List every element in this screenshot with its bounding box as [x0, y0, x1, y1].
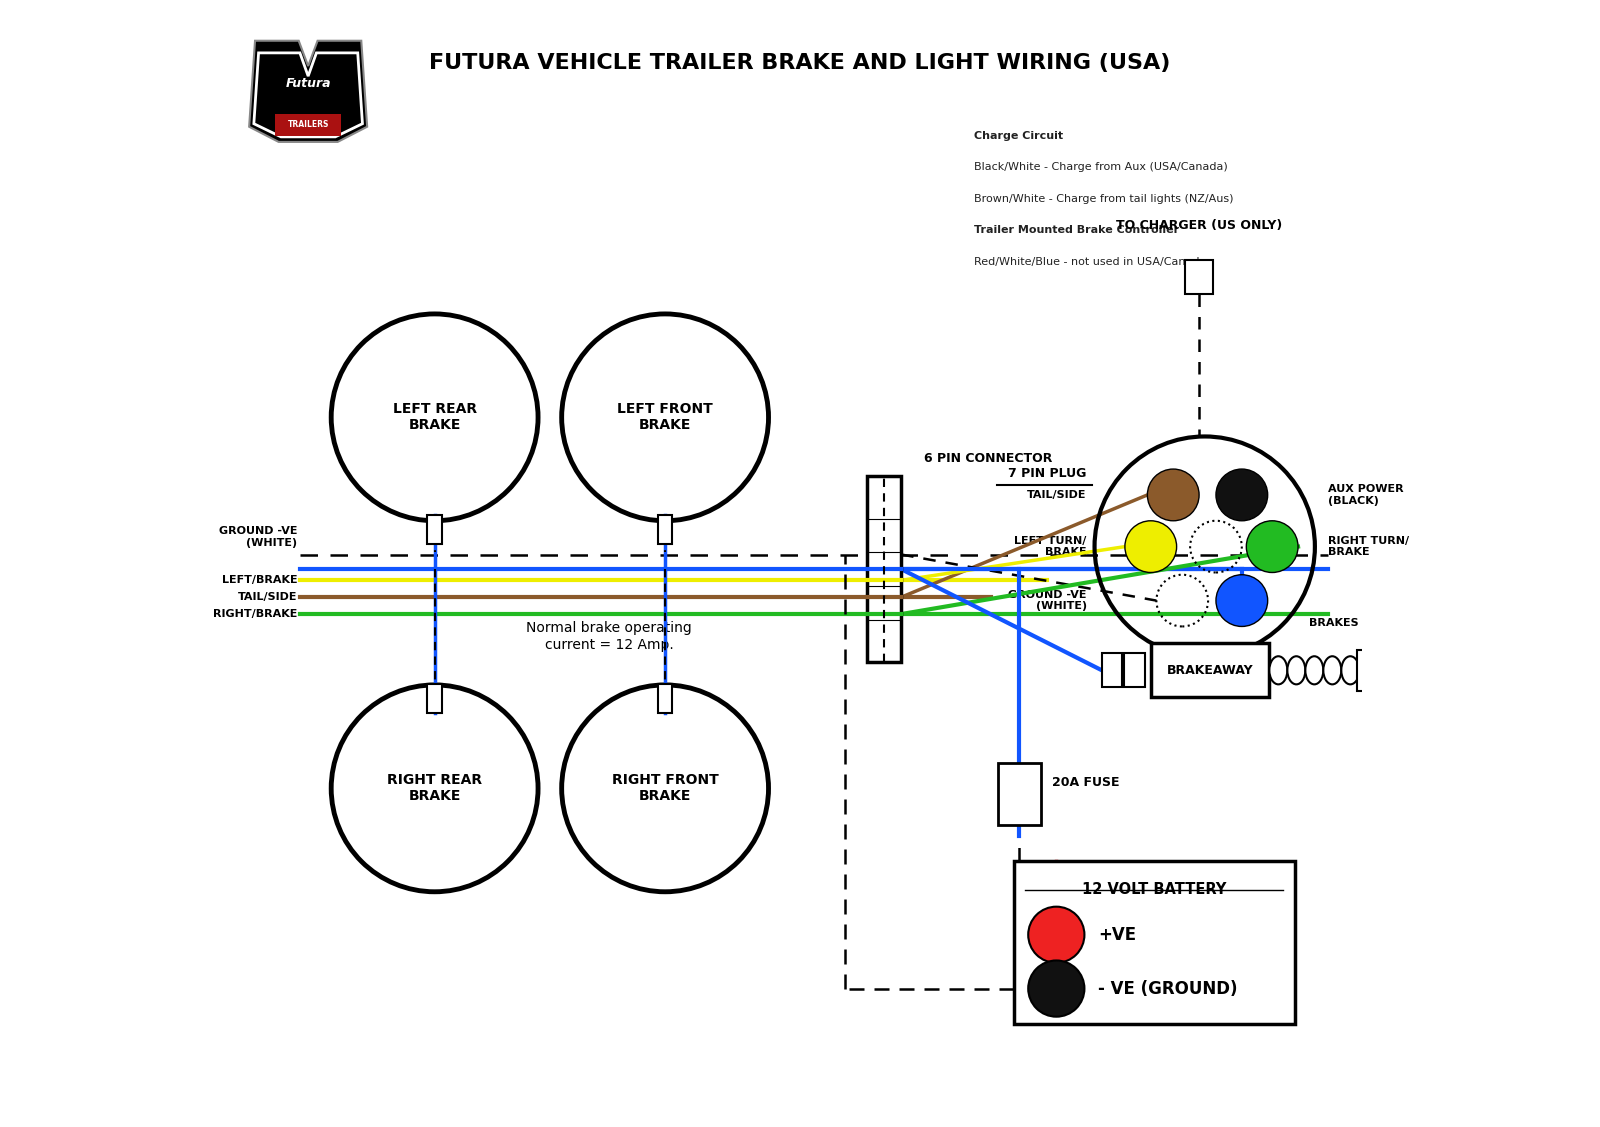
- Bar: [658, 684, 672, 713]
- Text: BRAKES: BRAKES: [1309, 618, 1358, 628]
- Bar: [867, 477, 901, 662]
- Text: LEFT FRONT
BRAKE: LEFT FRONT BRAKE: [618, 402, 714, 433]
- Text: FUTURA VEHICLE TRAILER BRAKE AND LIGHT WIRING (USA): FUTURA VEHICLE TRAILER BRAKE AND LIGHT W…: [429, 53, 1171, 73]
- Text: LEFT REAR
BRAKE: LEFT REAR BRAKE: [392, 402, 477, 433]
- Text: LEFT TURN/
BRAKE: LEFT TURN/ BRAKE: [1014, 535, 1086, 558]
- Text: TAIL/SIDE: TAIL/SIDE: [1027, 490, 1086, 500]
- Circle shape: [1147, 469, 1198, 521]
- Polygon shape: [254, 53, 363, 136]
- Text: RIGHT REAR
BRAKE: RIGHT REAR BRAKE: [387, 773, 482, 804]
- Text: GROUND -VE
(WHITE): GROUND -VE (WHITE): [1008, 589, 1086, 612]
- Text: Normal brake operating
current = 12 Amp.: Normal brake operating current = 12 Amp.: [526, 621, 691, 651]
- Ellipse shape: [1269, 656, 1288, 684]
- Bar: [1357, 650, 1378, 691]
- Text: AUX POWER
(BLACK): AUX POWER (BLACK): [1328, 485, 1405, 506]
- Text: Trailer Mounted Brake Controller: Trailer Mounted Brake Controller: [974, 225, 1179, 236]
- Bar: [658, 515, 672, 544]
- Bar: [1186, 260, 1213, 294]
- Text: RIGHT/BRAKE: RIGHT/BRAKE: [213, 609, 298, 619]
- Circle shape: [1125, 521, 1176, 573]
- Circle shape: [1216, 575, 1267, 627]
- Text: 12 VOLT BATTERY: 12 VOLT BATTERY: [1082, 881, 1226, 897]
- Text: Black/White - Charge from Aux (USA/Canada): Black/White - Charge from Aux (USA/Canad…: [974, 162, 1229, 172]
- Bar: [427, 684, 442, 713]
- Ellipse shape: [1323, 656, 1341, 684]
- Bar: [275, 114, 341, 136]
- Text: RIGHT FRONT
BRAKE: RIGHT FRONT BRAKE: [611, 773, 718, 804]
- Text: 6 PIN CONNECTOR: 6 PIN CONNECTOR: [923, 452, 1053, 465]
- Text: Red/White/Blue - not used in USA/Canada: Red/White/Blue - not used in USA/Canada: [974, 257, 1206, 267]
- Bar: [427, 515, 442, 544]
- Text: Futura: Futura: [285, 77, 331, 90]
- Bar: [998, 763, 1040, 825]
- Text: Brown/White - Charge from tail lights (NZ/Aus): Brown/White - Charge from tail lights (N…: [974, 194, 1234, 204]
- Text: +VE: +VE: [1098, 925, 1136, 943]
- Bar: [1014, 861, 1294, 1024]
- Text: 20A FUSE: 20A FUSE: [1051, 777, 1120, 789]
- Bar: [1152, 644, 1269, 698]
- Text: TAIL/SIDE: TAIL/SIDE: [238, 592, 298, 602]
- Text: TO CHARGER (US ONLY): TO CHARGER (US ONLY): [1115, 219, 1282, 232]
- Text: - VE (GROUND): - VE (GROUND): [1098, 979, 1237, 997]
- Ellipse shape: [1288, 656, 1306, 684]
- Text: Charge Circuit: Charge Circuit: [974, 131, 1064, 141]
- Circle shape: [1246, 521, 1298, 573]
- Circle shape: [1029, 960, 1085, 1017]
- Text: 7 PIN PLUG: 7 PIN PLUG: [1008, 467, 1086, 480]
- Circle shape: [1216, 469, 1267, 521]
- Text: RIGHT TURN/
BRAKE: RIGHT TURN/ BRAKE: [1328, 535, 1410, 558]
- Ellipse shape: [1306, 656, 1323, 684]
- Text: LEFT/BRAKE: LEFT/BRAKE: [222, 576, 298, 585]
- Text: BRAKEAWAY: BRAKEAWAY: [1166, 664, 1254, 677]
- Bar: [1102, 654, 1122, 687]
- Text: GROUND -VE
(WHITE): GROUND -VE (WHITE): [219, 526, 298, 548]
- Text: TRAILERS: TRAILERS: [288, 119, 330, 128]
- Ellipse shape: [1341, 656, 1360, 684]
- Bar: [1125, 654, 1144, 687]
- Polygon shape: [250, 41, 366, 142]
- Circle shape: [1029, 906, 1085, 962]
